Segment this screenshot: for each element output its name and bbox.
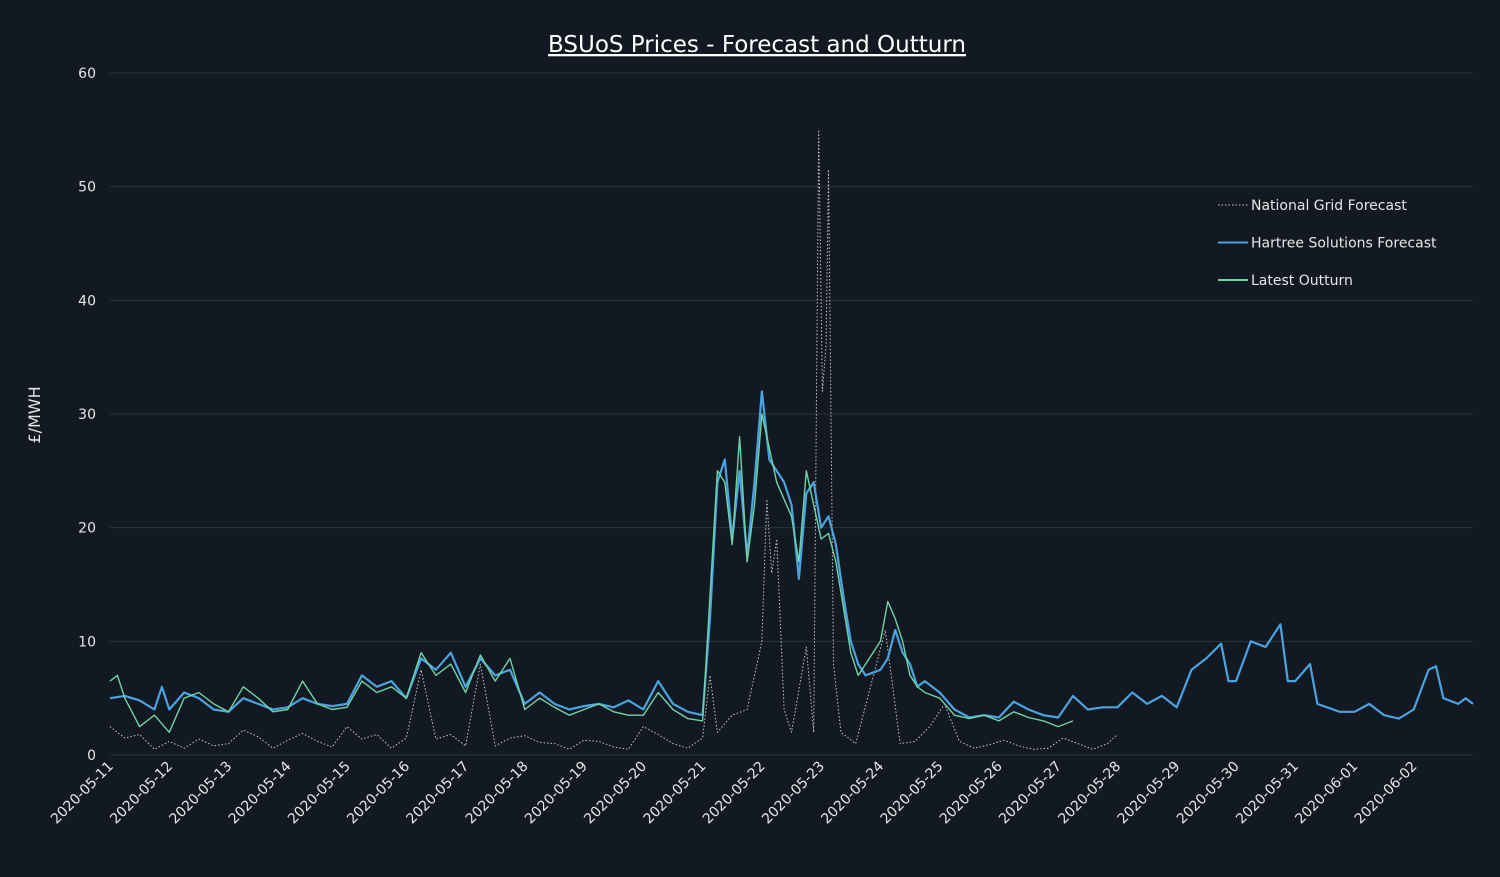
y-tick-label-20: 20 [78, 521, 96, 537]
legend-label-2: Latest Outturn [1251, 273, 1353, 289]
y-tick-label-60: 60 [78, 66, 96, 82]
legend: National Grid Forecast Hartree Solutions … [1218, 198, 1437, 289]
legend-label-0: National Grid Forecast [1251, 198, 1407, 214]
y-axis-label: £/MWH [25, 386, 44, 443]
gridlines [110, 72, 1473, 756]
series-line-0 [109, 129, 1118, 750]
series-line-2 [109, 413, 1074, 733]
y-tick-labels: 0 10 20 30 40 50 60 [78, 66, 96, 764]
legend-label-1: Hartree Solutions Forecast [1251, 236, 1437, 252]
y-tick-label-30: 30 [78, 407, 96, 423]
y-tick-label-40: 40 [78, 293, 96, 309]
y-tick-label-50: 50 [78, 180, 96, 196]
y-tick-label-10: 10 [78, 634, 96, 650]
y-tick-label-0: 0 [87, 748, 96, 764]
chart-title: BSUoS Prices - Forecast and Outturn [548, 32, 966, 58]
series-lines [109, 129, 1474, 750]
